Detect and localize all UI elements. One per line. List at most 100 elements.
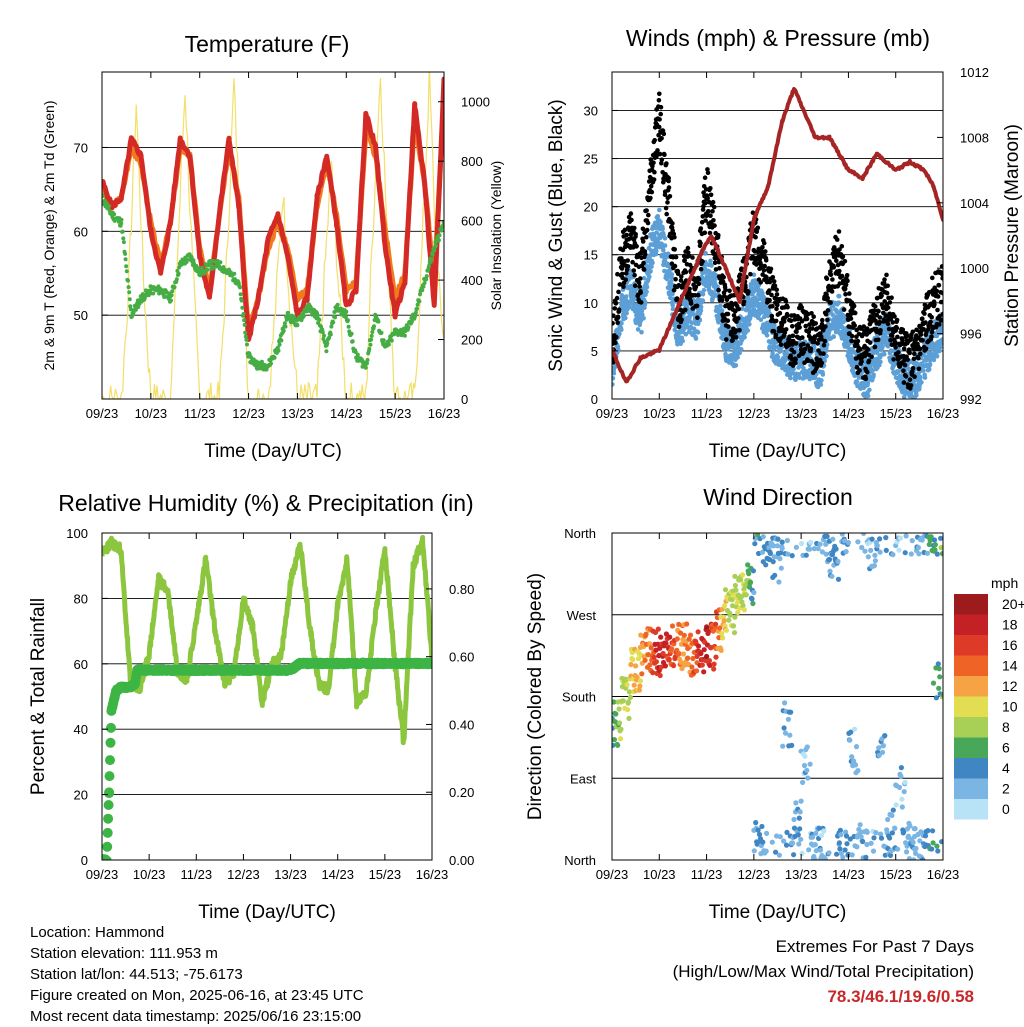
wind-point [624, 294, 629, 299]
direction-point [790, 553, 795, 558]
gust-point [828, 300, 833, 305]
gust-point [935, 308, 940, 313]
dewpoint-point [170, 289, 174, 293]
gust-point [895, 318, 900, 323]
dewpoint-point [344, 310, 348, 314]
gust-point [623, 277, 628, 282]
direction-point [625, 707, 630, 712]
gust-point [660, 157, 665, 162]
direction-point [713, 622, 718, 627]
gust-point [774, 287, 779, 292]
gust-point [866, 347, 871, 352]
gust-point [873, 345, 878, 350]
x-tick-label: 15/23 [879, 406, 912, 421]
dewpoint-point [427, 264, 431, 268]
direction-point [800, 780, 805, 785]
gust-point [716, 288, 721, 293]
y-tick-label: 20 [74, 788, 88, 803]
direction-point [756, 828, 761, 833]
wind-point [696, 330, 701, 335]
gust-point [626, 264, 631, 269]
gust-point [763, 249, 768, 254]
panel-title: Winds (mph) & Pressure (mb) [626, 25, 930, 51]
gust-point [690, 255, 695, 260]
gust-point [726, 324, 731, 329]
gust-point [936, 294, 941, 299]
dewpoint-point [112, 212, 116, 216]
dewpoint-point [370, 330, 374, 334]
gust-point [683, 308, 688, 313]
gust-point [924, 347, 929, 352]
wind-point [918, 375, 923, 380]
y-tick-label: 40 [74, 722, 88, 737]
gust-point [644, 235, 649, 240]
dewpoint-point [430, 257, 434, 261]
direction-point [763, 562, 768, 567]
gust-point [840, 244, 845, 249]
direction-point [748, 580, 753, 585]
gust-point [695, 304, 700, 309]
gust-point [709, 193, 714, 198]
gust-point [697, 282, 702, 287]
gust-point [813, 321, 818, 326]
direction-point [797, 816, 802, 821]
gust-point [895, 326, 900, 331]
gust-point [932, 302, 937, 307]
x-axis-label: Time (Day/UTC) [198, 902, 336, 923]
gust-point [649, 184, 654, 189]
gust-point [843, 259, 848, 264]
direction-point [735, 600, 740, 605]
direction-point [779, 566, 784, 571]
gust-point [657, 125, 662, 130]
y-tick-label: 70 [74, 140, 88, 155]
direction-point [724, 628, 729, 633]
gust-point [909, 383, 914, 388]
wind-point [648, 269, 653, 274]
wind-point [935, 354, 940, 359]
gust-point [665, 200, 670, 205]
gust-point [886, 322, 891, 327]
y-tick-label: 80 [74, 591, 88, 606]
dewpoint-point [121, 236, 125, 240]
gust-point [868, 340, 873, 345]
direction-point [701, 669, 706, 674]
dewpoint-point [242, 318, 246, 322]
direction-point [751, 590, 756, 595]
gust-point [837, 229, 842, 234]
precip-point [103, 828, 113, 838]
wind-point [623, 316, 628, 321]
humidity-precip-panel: Relative Humidity (%) & Precipitation (i… [28, 490, 474, 923]
gust-point [873, 304, 878, 309]
gust-point [610, 321, 615, 326]
gust-point [885, 291, 890, 296]
gust-point [878, 315, 883, 320]
direction-point [798, 837, 803, 842]
gust-point [829, 272, 834, 277]
dewpoint-point [434, 244, 438, 248]
direction-point [791, 852, 796, 857]
direction-point [675, 636, 680, 641]
gust-point [885, 284, 890, 289]
y-axis-right: 0.000.200.400.600.80 [426, 582, 474, 868]
direction-point [682, 633, 687, 638]
direction-point [798, 809, 803, 814]
wind-point [734, 363, 739, 368]
y-tick-label: 10 [584, 296, 598, 311]
y-tick-label: 0 [81, 853, 88, 868]
dewpoint-point [380, 331, 384, 335]
y-tick-label-right: 0.20 [449, 785, 474, 800]
direction-point [712, 662, 717, 667]
gust-point [616, 290, 621, 295]
gust-point [857, 368, 862, 373]
dewpoint-point [269, 362, 273, 366]
direction-point [782, 725, 787, 730]
precip-point [106, 723, 116, 733]
wind-point [661, 248, 666, 253]
gust-point [613, 306, 618, 311]
direction-point [722, 618, 727, 623]
gust-point [724, 337, 729, 342]
direction-point [799, 541, 804, 546]
gust-point [762, 264, 767, 269]
gust-point [797, 325, 802, 330]
